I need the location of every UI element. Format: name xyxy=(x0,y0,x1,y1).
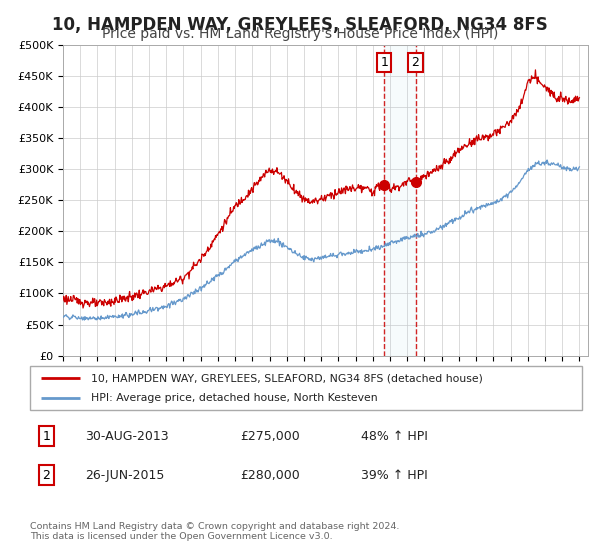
Text: 1: 1 xyxy=(380,55,388,69)
Text: £275,000: £275,000 xyxy=(240,430,299,442)
Text: 48% ↑ HPI: 48% ↑ HPI xyxy=(361,430,428,442)
Text: 26-JUN-2015: 26-JUN-2015 xyxy=(85,469,164,482)
Text: 30-AUG-2013: 30-AUG-2013 xyxy=(85,430,169,442)
Text: 2: 2 xyxy=(412,55,419,69)
Text: 2: 2 xyxy=(43,469,50,482)
Text: HPI: Average price, detached house, North Kesteven: HPI: Average price, detached house, Nort… xyxy=(91,393,377,403)
Text: 10, HAMPDEN WAY, GREYLEES, SLEAFORD, NG34 8FS: 10, HAMPDEN WAY, GREYLEES, SLEAFORD, NG3… xyxy=(52,16,548,34)
Text: 39% ↑ HPI: 39% ↑ HPI xyxy=(361,469,428,482)
Text: 1: 1 xyxy=(43,430,50,442)
Bar xyxy=(384,45,416,356)
FancyBboxPatch shape xyxy=(30,366,582,410)
Text: 10, HAMPDEN WAY, GREYLEES, SLEAFORD, NG34 8FS (detached house): 10, HAMPDEN WAY, GREYLEES, SLEAFORD, NG3… xyxy=(91,373,482,383)
Text: Contains HM Land Registry data © Crown copyright and database right 2024.
This d: Contains HM Land Registry data © Crown c… xyxy=(30,522,400,542)
Text: Price paid vs. HM Land Registry's House Price Index (HPI): Price paid vs. HM Land Registry's House … xyxy=(102,27,498,41)
Text: £280,000: £280,000 xyxy=(240,469,299,482)
